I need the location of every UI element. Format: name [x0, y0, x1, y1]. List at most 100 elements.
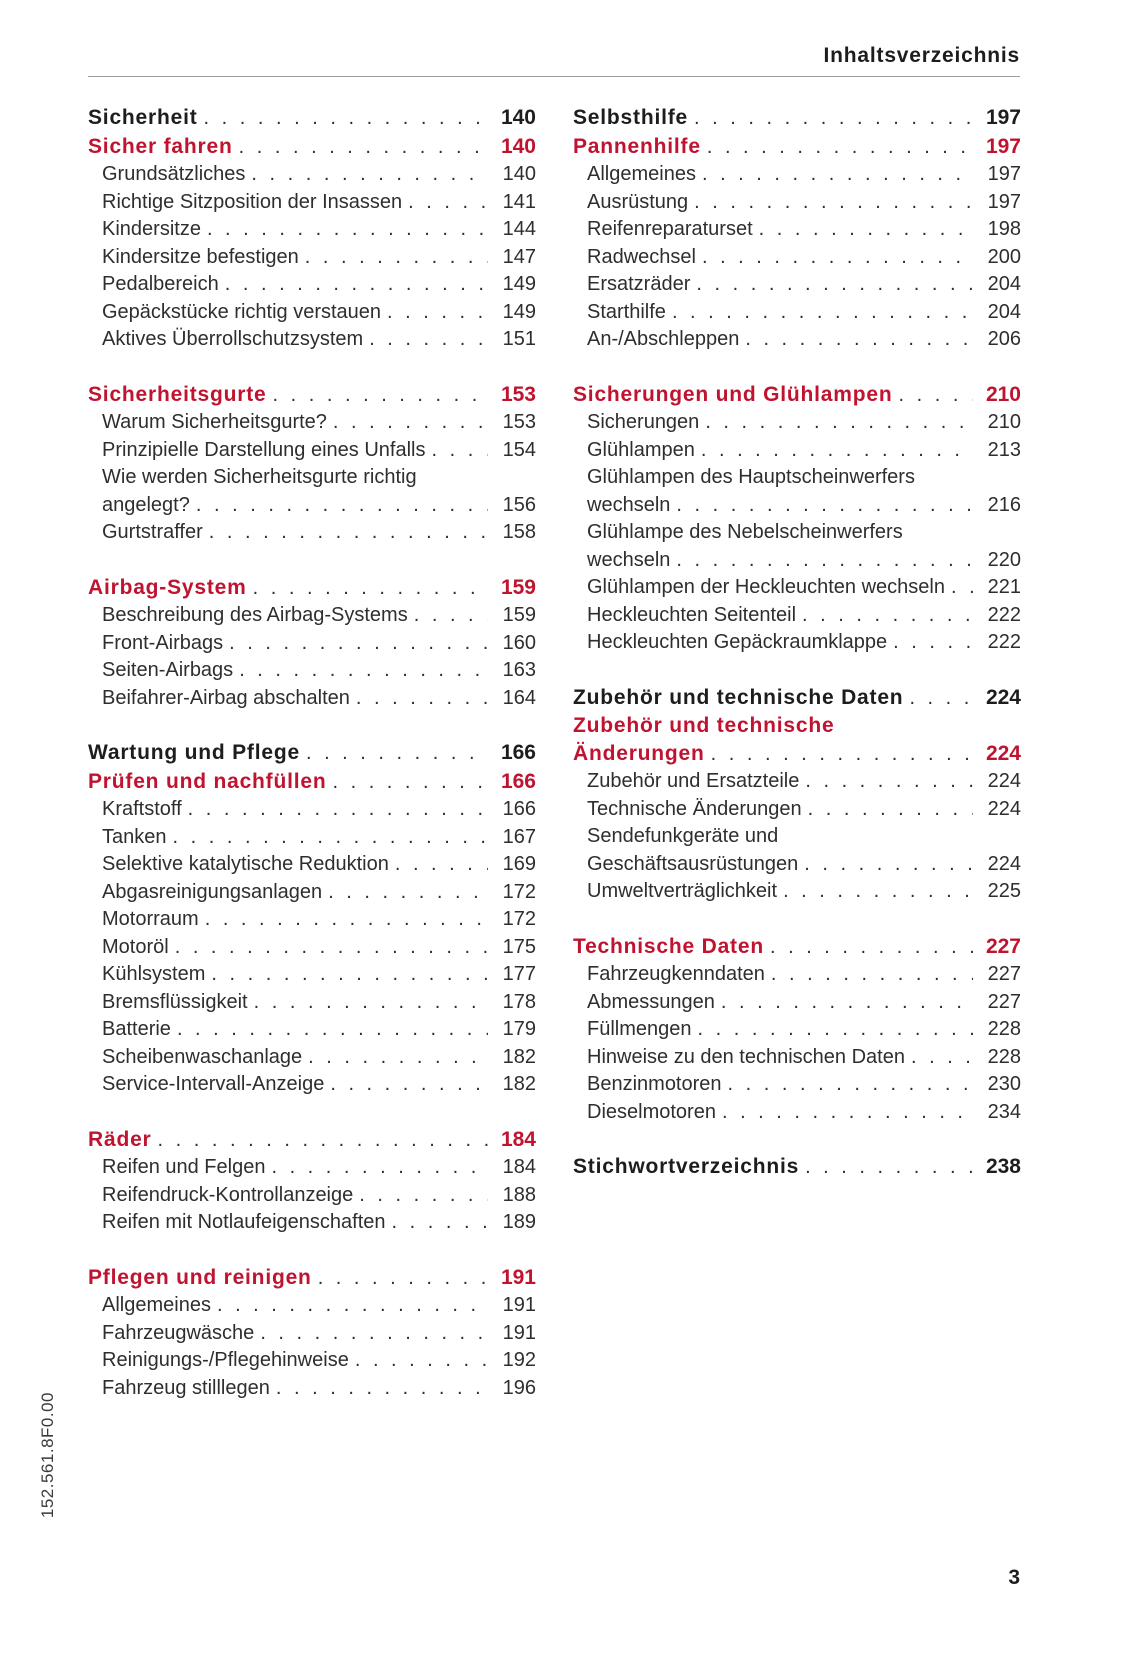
dot-leader	[305, 244, 488, 272]
toc-entry: Allgemeines 191	[88, 1292, 536, 1320]
toc-entry-page: 160	[502, 631, 536, 654]
toc-entry: Abmessungen 227	[573, 989, 1021, 1017]
toc-entry: Wartung und Pflege 166	[88, 739, 536, 768]
toc-entry: Kraftstoff 166	[88, 796, 536, 824]
toc-entry-label: Reifen mit Notlaufeigenschaften	[102, 1211, 386, 1233]
toc-entry: Gurtstraffer 158	[88, 519, 536, 547]
toc-entry-label: Seiten-Airbags	[102, 659, 234, 681]
toc-entry-label: Beschreibung des Airbag-Systems	[102, 604, 408, 626]
dot-leader	[707, 134, 973, 162]
toc-entry: Glühlampen des Hauptscheinwerfers	[573, 464, 1021, 492]
toc-entry: Front-Airbags 160	[88, 630, 536, 658]
toc-entry: Zubehör und Ersatzteile 224	[573, 768, 1021, 796]
toc-entry-label: Sicherheitsgurte	[88, 382, 267, 406]
dot-leader	[722, 1099, 973, 1127]
dot-leader	[728, 1071, 973, 1099]
toc-entry: Starthilfe 204	[573, 299, 1021, 327]
toc-entry-label: Reifenreparaturset	[587, 218, 753, 240]
dot-leader	[395, 851, 488, 879]
dot-leader	[173, 824, 489, 852]
toc-entry-page: 200	[987, 245, 1021, 268]
toc-entry-label: Richtige Sitzposition der Insassen	[102, 190, 403, 213]
toc-entry-page: 198	[987, 218, 1021, 240]
toc-entry: Kindersitze befestigen 147	[88, 244, 536, 272]
toc-entry: Service-Intervall-Anzeige 182	[88, 1071, 536, 1099]
toc-entry-page: 177	[502, 963, 536, 985]
toc-entry-label: Sendefunkgeräte und	[587, 825, 779, 847]
toc-entry-page: 144	[502, 218, 536, 240]
page-number: 3	[1008, 1566, 1020, 1589]
toc-group: Sicherungen und Glühlampen210Sicherungen…	[573, 381, 1021, 657]
toc-entry: Sicher fahren 140	[88, 133, 536, 162]
toc-group: Zubehör und technische Daten224Zubehör u…	[573, 684, 1021, 906]
toc-entry-page: 197	[987, 163, 1021, 185]
toc-entry: Sendefunkgeräte und	[573, 823, 1021, 851]
toc-entry-page: 149	[502, 273, 536, 295]
toc-entry: Änderungen 224	[573, 740, 1021, 769]
toc-content: Sicherheit140Sicher fahren140Grundsätzli…	[88, 104, 1021, 1402]
toc-entry: Aktives Überrollschutzsystem 151	[88, 326, 536, 354]
toc-entry-page: 224	[985, 741, 1021, 765]
toc-entry-label: Kraftstoff	[102, 798, 182, 820]
toc-entry-page: 140	[500, 106, 536, 129]
toc-entry: Heckleuchten Gepäckraumklappe 222	[573, 629, 1021, 657]
toc-entry-page: 179	[502, 1018, 536, 1040]
toc-entry: Umweltverträglichkeit 225	[573, 878, 1021, 906]
toc-entry: Batterie 179	[88, 1016, 536, 1044]
dot-leader	[783, 878, 973, 906]
toc-entry-page: 221	[987, 576, 1021, 598]
toc-entry-label: Aktives Überrollschutzsystem	[102, 328, 364, 350]
toc-entry: Räder 184	[88, 1126, 536, 1155]
toc-entry-page: 169	[502, 853, 536, 875]
toc-entry-page: 182	[502, 1045, 536, 1068]
toc-entry: Hinweise zu den technischen Daten 228	[573, 1044, 1021, 1072]
toc-entry: Sicherheitsgurte 153	[88, 381, 536, 410]
toc-entry: Glühlampen 213	[573, 437, 1021, 465]
dot-leader	[251, 161, 488, 189]
dot-leader	[217, 1292, 488, 1320]
toc-entry: Prinzipielle Darstellung eines Unfalls 15…	[88, 437, 536, 465]
toc-entry-page: 228	[987, 1045, 1021, 1068]
toc-entry-page: 225	[987, 880, 1021, 902]
toc-entry-page: 216	[987, 493, 1021, 516]
dot-leader	[694, 105, 973, 133]
toc-entry: Selbsthilfe 197	[573, 104, 1021, 133]
dot-leader	[369, 326, 488, 354]
toc-entry: Kindersitze 144	[88, 216, 536, 244]
toc-entry-label: Abmessungen	[587, 990, 715, 1013]
toc-entry: Fahrzeugkenndaten 227	[573, 961, 1021, 989]
toc-entry-label: An-/Abschleppen	[587, 328, 740, 350]
toc-group: Räder 184 Reifen und Felgen 184 Reifendruck-…	[88, 1126, 536, 1237]
toc-entry-label: Motoröl	[102, 935, 169, 958]
dot-leader	[432, 437, 489, 465]
toc-entry-label: Grundsätzliches	[102, 163, 246, 185]
toc-entry: Geschäftsausrüstungen 224	[573, 851, 1021, 879]
toc-entry-page: 197	[985, 106, 1021, 129]
toc-entry-page: 166	[500, 741, 536, 764]
toc-entry: Warum Sicherheitsgurte? 153	[88, 409, 536, 437]
header-rule	[88, 76, 1020, 77]
toc-entry: Abgasreinigungsanlagen 172	[88, 879, 536, 907]
toc-entry: Reifen mit Notlaufeigenschaften 189	[88, 1209, 536, 1237]
toc-entry-page: 140	[502, 163, 536, 185]
toc-entry-label: Technische Daten	[573, 934, 764, 958]
toc-entry-page: 172	[502, 908, 536, 930]
toc-group: Selbsthilfe 197 Pannenhilfe 197 Allgemeines 1…	[573, 104, 1021, 354]
toc-entry-label: Reifen und Felgen	[102, 1156, 266, 1178]
dot-leader	[696, 271, 973, 299]
toc-entry-label: Motorraum	[102, 908, 199, 930]
dot-leader	[359, 1182, 488, 1210]
dot-leader	[951, 574, 973, 602]
toc-entry: angelegt? 156	[88, 492, 536, 520]
toc-entry-label: Bremsflüssigkeit	[102, 990, 248, 1013]
toc-entry-label: Räder	[88, 1127, 152, 1151]
dot-leader	[273, 382, 488, 410]
toc-entry-label: Starthilfe	[587, 300, 666, 323]
toc-entry-label: Änderungen	[573, 741, 705, 765]
toc-entry-page: 191	[500, 1265, 536, 1289]
toc-entry-label: Radwechsel	[587, 245, 696, 268]
toc-entry-label: Fahrzeugwäsche	[102, 1321, 255, 1344]
toc-entry: Reifen und Felgen 184	[88, 1154, 536, 1182]
dot-leader	[672, 299, 973, 327]
toc-left-column: Sicherheit140Sicher fahren140Grundsätzli…	[88, 104, 536, 1402]
